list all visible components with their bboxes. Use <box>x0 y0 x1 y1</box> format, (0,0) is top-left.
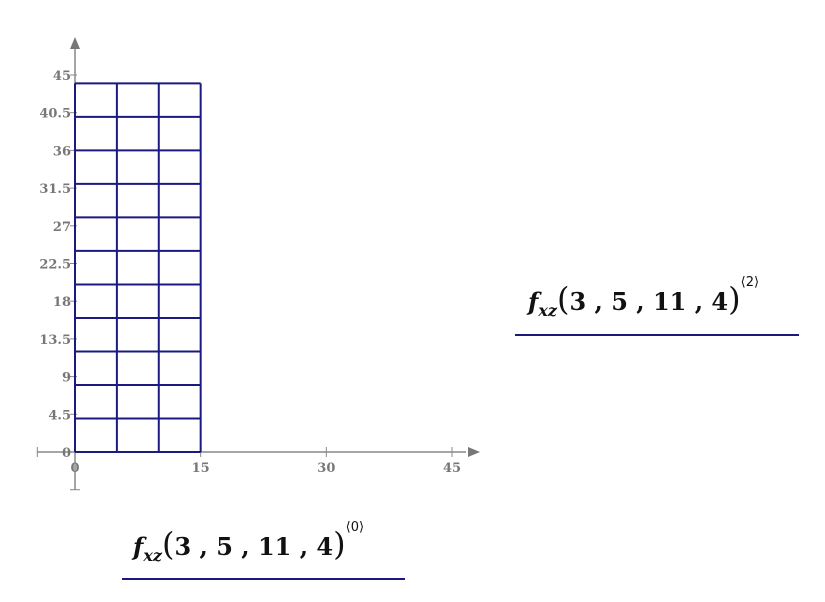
y-tick-label: 18 <box>53 295 71 310</box>
function-subscript: xz <box>538 301 557 320</box>
x-tick-label: 45 <box>443 461 461 476</box>
function-name: f <box>133 532 144 561</box>
column-superscript: ⟨0⟩ <box>345 520 365 535</box>
x-tick-label: 15 <box>192 461 210 476</box>
y-axis-expression[interactable]: fxz(3 , 5 , 11 , 4)⟨2⟩ <box>528 275 760 320</box>
y-tick-label: 4.5 <box>48 408 71 423</box>
y-tick-label: 36 <box>53 144 71 159</box>
x-expression-underline <box>122 578 405 580</box>
column-superscript: ⟨2⟩ <box>740 275 760 290</box>
x-axis-arrow <box>468 447 480 457</box>
function-name: f <box>528 287 539 316</box>
y-tick-label: 13.5 <box>39 333 71 348</box>
y-tick-label: 45 <box>53 69 71 84</box>
function-subscript: xz <box>143 546 162 565</box>
y-tick-label: 0 <box>62 446 71 461</box>
x-axis-expression[interactable]: fxz(3 , 5 , 11 , 4)⟨0⟩ <box>133 520 365 565</box>
x-tick-label: 30 <box>317 461 335 476</box>
function-args: 3 , 5 , 11 , 4 <box>174 532 334 561</box>
y-tick-label: 40.5 <box>39 107 71 122</box>
y-tick-label: 22.5 <box>39 258 71 273</box>
y-axis-arrow <box>70 37 80 49</box>
y-tick-label: 31.5 <box>39 182 71 197</box>
x-tick-label: 0 <box>70 461 79 476</box>
y-tick-label: 27 <box>53 220 71 235</box>
y-tick-label: 9 <box>62 371 71 386</box>
y-expression-underline <box>515 334 799 336</box>
function-args: 3 , 5 , 11 , 4 <box>569 287 729 316</box>
